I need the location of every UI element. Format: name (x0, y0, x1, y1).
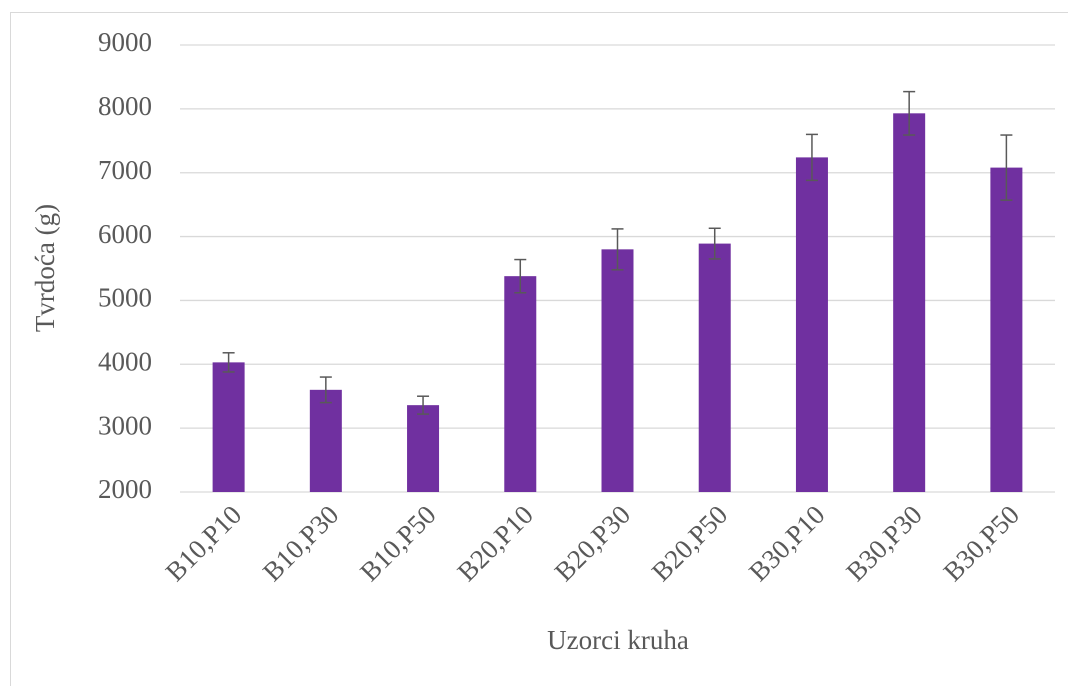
y-tick-label: 7000 (98, 155, 152, 185)
error-bar (514, 258, 527, 294)
x-tick-label: B30,P30 (840, 499, 928, 587)
bar (698, 243, 731, 492)
x-tick-label: B30,P50 (937, 499, 1025, 587)
y-tick-label: 3000 (98, 410, 152, 440)
chart-border (10, 12, 1068, 686)
bar (212, 362, 245, 492)
error-bar (222, 352, 235, 373)
y-tick-label: 2000 (98, 474, 152, 504)
bar (504, 276, 537, 492)
y-tick-label: 9000 (98, 27, 152, 57)
error-bar (1000, 134, 1013, 201)
x-tick-label: B20,P30 (549, 499, 637, 587)
bar (795, 157, 828, 493)
x-tick-label: B30,P10 (743, 499, 831, 587)
y-tick-label: 4000 (98, 346, 152, 376)
x-tick-label: B10,P50 (354, 499, 442, 587)
error-bar (611, 228, 624, 271)
error-bar (903, 90, 916, 136)
x-tick-label: B10,P10 (160, 499, 248, 587)
bar (893, 113, 926, 492)
y-tick-label: 8000 (98, 91, 152, 121)
x-tick-label: B10,P30 (257, 499, 345, 587)
bar (407, 405, 440, 492)
error-bar (319, 376, 332, 404)
error-bar (417, 395, 430, 415)
y-tick-label: 5000 (98, 283, 152, 313)
error-bar (805, 133, 818, 182)
bar (601, 249, 634, 492)
y-axis-title: Tvrdoća (g) (30, 204, 60, 332)
x-axis-title: Uzorci kruha (547, 625, 689, 655)
bar (990, 167, 1023, 492)
x-tick-label: B20,P10 (451, 499, 539, 587)
x-tick-label: B20,P50 (646, 499, 734, 587)
error-bar (708, 227, 721, 260)
bar (309, 389, 342, 492)
y-tick-label: 6000 (98, 219, 152, 249)
